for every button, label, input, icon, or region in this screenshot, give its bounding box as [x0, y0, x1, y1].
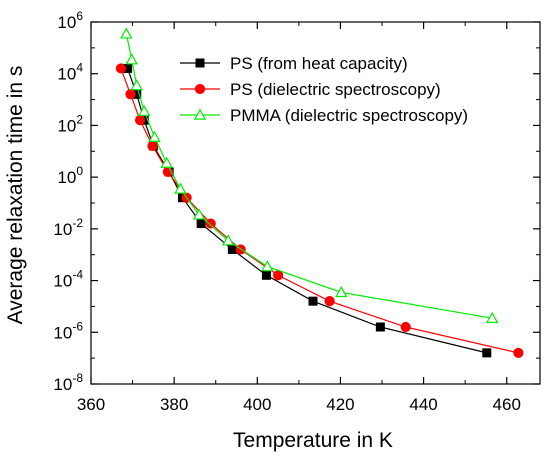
legend-label: PS (dielectric spectroscopy) — [230, 80, 441, 99]
x-tick-label: 380 — [160, 395, 188, 414]
legend-marker — [194, 83, 206, 95]
data-point — [261, 260, 274, 272]
data-point — [125, 89, 136, 100]
plot-area — [90, 21, 541, 385]
series-2 — [120, 27, 499, 323]
data-point — [400, 321, 411, 333]
y-tick-label: 10-8 — [53, 371, 83, 394]
y-tick-label: 106 — [57, 9, 83, 32]
y-tick-label: 100 — [57, 164, 83, 187]
data-point — [160, 156, 173, 168]
data-point — [482, 348, 492, 358]
y-tick-label: 104 — [57, 61, 83, 84]
x-tick-label: 460 — [493, 395, 521, 414]
data-point — [335, 285, 348, 298]
y-tick-label: 102 — [57, 112, 83, 135]
series-group — [115, 27, 524, 358]
data-point — [130, 79, 143, 91]
x-axis-title: Temperature in K — [233, 429, 393, 452]
data-point — [205, 218, 216, 229]
data-point — [192, 208, 206, 220]
y-tick-label: 10-2 — [53, 216, 83, 239]
x-tick-label: 360 — [77, 395, 105, 414]
data-point — [137, 104, 151, 117]
legend-label: PS (from heat capacity) — [230, 54, 408, 73]
data-point — [308, 296, 318, 306]
data-point — [375, 322, 385, 332]
x-tick-label: 400 — [243, 395, 271, 414]
axes: 360 380 400 420 440 460 10-8 10-6 10-4 10-2 100 102… — [53, 9, 540, 414]
plot-frame — [90, 21, 541, 385]
legend-marker — [193, 108, 207, 120]
legend-marker — [195, 58, 205, 68]
legend: PS (from heat capacity) PS (dielectric sp… — [180, 54, 468, 125]
data-point — [125, 53, 138, 65]
x-tick-label: 420 — [326, 395, 354, 414]
data-point — [221, 234, 235, 246]
data-point — [148, 130, 161, 142]
y-axis-title: Average relaxation time in s — [4, 66, 27, 325]
data-point — [227, 244, 237, 254]
data-point — [147, 140, 158, 152]
data-point — [174, 182, 187, 194]
y-tick-label: 10-6 — [53, 319, 83, 342]
legend-label: PMMA (dielectric spectroscopy) — [230, 106, 468, 125]
data-point — [120, 27, 133, 39]
data-point — [485, 311, 499, 323]
data-point — [134, 115, 146, 126]
data-point — [261, 270, 271, 280]
series-line — [125, 33, 493, 319]
data-point — [196, 219, 206, 229]
data-point — [513, 347, 524, 358]
y-tick-label: 10-4 — [53, 268, 83, 291]
data-point — [115, 63, 127, 74]
data-point — [272, 270, 284, 281]
data-point — [324, 296, 335, 307]
x-tick-label: 440 — [409, 395, 437, 414]
